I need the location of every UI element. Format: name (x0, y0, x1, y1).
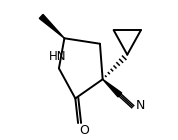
Polygon shape (103, 79, 122, 97)
Text: HN: HN (49, 50, 66, 63)
Text: O: O (79, 124, 89, 137)
Text: N: N (136, 99, 146, 112)
Polygon shape (39, 14, 64, 38)
